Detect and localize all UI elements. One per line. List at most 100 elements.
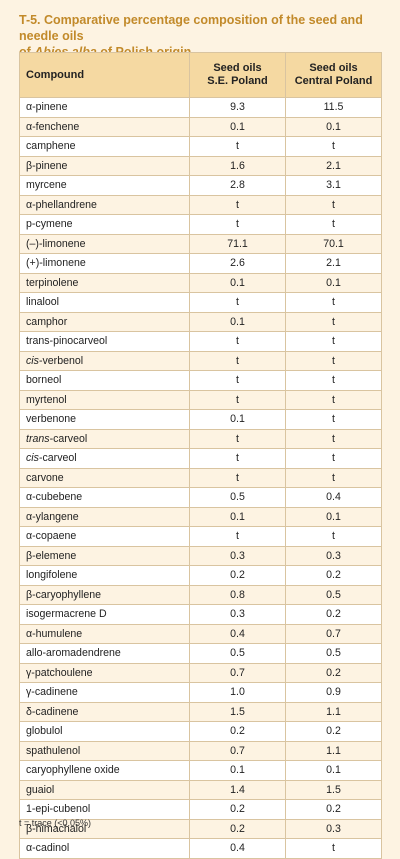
se-poland-value: t xyxy=(189,370,286,391)
se-poland-value: t xyxy=(189,350,286,371)
table-row: cis-carveol t t xyxy=(19,448,382,469)
central-poland-value: t xyxy=(285,194,382,215)
table-row: α-humulene 0.4 0.7 xyxy=(19,623,382,644)
table-row: spathulenol 0.7 1.1 xyxy=(19,740,382,761)
compound-name: γ-cadinene xyxy=(26,686,78,699)
table-row: isogermacrene D 0.3 0.2 xyxy=(19,604,382,625)
compound-name: borneol xyxy=(26,374,62,387)
compound-cell: α-humulene xyxy=(19,623,190,644)
compound-cell: (+)-limonene xyxy=(19,253,190,274)
compound-name: terpinolene xyxy=(26,276,79,289)
central-poland-value: 0.5 xyxy=(285,584,382,605)
se-poland-value: 1.6 xyxy=(189,155,286,176)
central-poland-value: 70.1 xyxy=(285,233,382,254)
compound-name-suffix: -verbenol xyxy=(38,354,84,367)
se-poland-value: 0.5 xyxy=(189,643,286,664)
table-row: camphor 0.1 t xyxy=(19,311,382,332)
compound-cell: globulol xyxy=(19,721,190,742)
compound-name: α-phellandrene xyxy=(26,198,97,211)
table-row: δ-cadinene 1.5 1.1 xyxy=(19,701,382,722)
se-poland-value: 0.1 xyxy=(189,116,286,137)
central-poland-value: 1.5 xyxy=(285,779,382,800)
central-poland-value: 0.1 xyxy=(285,272,382,293)
header-central-poland: Seed oils Central Poland xyxy=(285,52,382,98)
table-row: longifolene 0.2 0.2 xyxy=(19,565,382,586)
central-poland-value: 2.1 xyxy=(285,155,382,176)
compound-cell: trans-pinocarveol xyxy=(19,331,190,352)
compound-name: allo-aromadendrene xyxy=(26,647,121,660)
compound-name: α-humulene xyxy=(26,627,83,640)
compound-name: myrtenol xyxy=(26,393,67,406)
compound-cell: β-pinene xyxy=(19,155,190,176)
compound-cell: α-phellandrene xyxy=(19,194,190,215)
central-poland-value: t xyxy=(285,292,382,313)
central-poland-value: 0.2 xyxy=(285,565,382,586)
compound-cell: β-caryophyllene xyxy=(19,584,190,605)
compound-name: 1-epi-cubenol xyxy=(26,803,91,816)
compound-cell: α-cubebene xyxy=(19,487,190,508)
compound-name: α-ylangene xyxy=(26,510,79,523)
se-poland-value: 2.8 xyxy=(189,175,286,196)
compound-cell: cis-verbenol xyxy=(19,350,190,371)
table-row: 1-epi-cubenol 0.2 0.2 xyxy=(19,799,382,820)
se-poland-value: t xyxy=(189,331,286,352)
se-poland-value: t xyxy=(189,214,286,235)
central-poland-value: t xyxy=(285,526,382,547)
compound-cell: carvone xyxy=(19,467,190,488)
compound-cell: myrtenol xyxy=(19,389,190,410)
table-row: linalool t t xyxy=(19,292,382,313)
compound-cell: γ-cadinene xyxy=(19,682,190,703)
composition-table: Compound Seed oils S.E. Poland Seed oils… xyxy=(19,52,382,859)
compound-name: α-cubebene xyxy=(26,491,83,504)
se-poland-value: 0.2 xyxy=(189,721,286,742)
central-poland-value: t xyxy=(285,389,382,410)
header-se-line2: S.E. Poland xyxy=(207,75,268,87)
central-poland-value: 0.3 xyxy=(285,545,382,566)
table-header-row: Compound Seed oils S.E. Poland Seed oils… xyxy=(19,52,382,98)
compound-cell: borneol xyxy=(19,370,190,391)
se-poland-value: 0.4 xyxy=(189,838,286,859)
se-poland-value: t xyxy=(189,136,286,157)
se-poland-value: t xyxy=(189,428,286,449)
central-poland-value: 0.4 xyxy=(285,487,382,508)
table-row: terpinolene 0.1 0.1 xyxy=(19,272,382,293)
compound-cell: guaiol xyxy=(19,779,190,800)
compound-name: trans-pinocarveol xyxy=(26,335,108,348)
compound-cell: (–)-limonene xyxy=(19,233,190,254)
central-poland-value: 0.1 xyxy=(285,116,382,137)
compound-cell: β-elemene xyxy=(19,545,190,566)
compound-name: myrcene xyxy=(26,179,67,192)
se-poland-value: t xyxy=(189,292,286,313)
compound-name-suffix: -carveol xyxy=(38,452,77,465)
table-row: α-copaene t t xyxy=(19,526,382,547)
compound-name: longifolene xyxy=(26,569,78,582)
table-row: allo-aromadendrene 0.5 0.5 xyxy=(19,643,382,664)
table-row: guaiol 1.4 1.5 xyxy=(19,779,382,800)
compound-stereo-prefix: cis xyxy=(26,354,39,367)
footnote: t = trace (<0.05%) xyxy=(19,818,92,828)
compound-cell: verbenone xyxy=(19,409,190,430)
compound-cell: α-copaene xyxy=(19,526,190,547)
table-row: trans-pinocarveol t t xyxy=(19,331,382,352)
table-row: caryophyllene oxide 0.1 0.1 xyxy=(19,760,382,781)
se-poland-value: 0.2 xyxy=(189,818,286,839)
compound-cell: p-cymene xyxy=(19,214,190,235)
compound-name: α-cadinol xyxy=(26,842,70,855)
se-poland-value: t xyxy=(189,526,286,547)
central-poland-value: t xyxy=(285,350,382,371)
compound-cell: allo-aromadendrene xyxy=(19,643,190,664)
table-row: camphene t t xyxy=(19,136,382,157)
central-poland-value: t xyxy=(285,136,382,157)
compound-cell: linalool xyxy=(19,292,190,313)
central-poland-value: 0.7 xyxy=(285,623,382,644)
compound-cell: caryophyllene oxide xyxy=(19,760,190,781)
compound-cell: myrcene xyxy=(19,175,190,196)
table-row: globulol 0.2 0.2 xyxy=(19,721,382,742)
se-poland-value: 0.1 xyxy=(189,506,286,527)
table-row: p-cymene t t xyxy=(19,214,382,235)
compound-name: (–)-limonene xyxy=(26,237,86,250)
se-poland-value: 9.3 xyxy=(189,97,286,118)
se-poland-value: 0.3 xyxy=(189,604,286,625)
compound-cell: α-pinene xyxy=(19,97,190,118)
